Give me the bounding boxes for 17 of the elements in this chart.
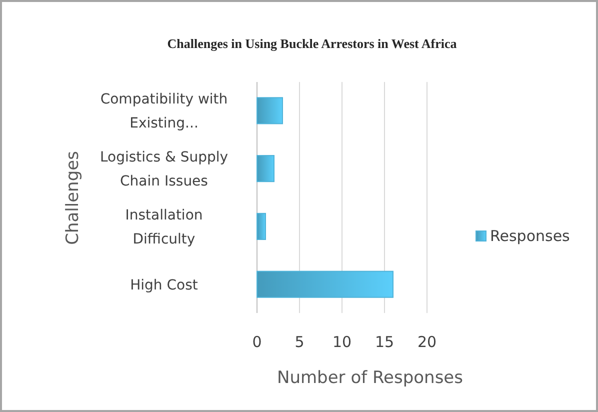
y-tick-label: Logistics & Supply Chain Issues — [100, 150, 228, 190]
x-tick-label: 10 — [332, 333, 352, 351]
bar — [256, 155, 274, 182]
x-axis-title: Number of Responses — [277, 368, 464, 388]
bar — [256, 270, 394, 298]
x-tick-label: 5 — [294, 333, 304, 351]
chart-title: Challenges in Using Buckle Arrestors in West Africa — [167, 36, 458, 51]
y-tick-label: High Cost — [130, 277, 198, 294]
y-tick-label: Compatibility with Existing... — [100, 92, 228, 132]
y-axis-title: Challenges — [63, 150, 83, 245]
bar — [256, 212, 266, 240]
y-tick-label: Installation Difficulty — [125, 207, 203, 248]
x-tick-label: 20 — [417, 333, 437, 351]
bar — [256, 97, 283, 124]
x-tick-label: 0 — [252, 333, 262, 351]
legend-label: Responses — [490, 227, 570, 245]
x-tick-label: 15 — [374, 333, 394, 351]
